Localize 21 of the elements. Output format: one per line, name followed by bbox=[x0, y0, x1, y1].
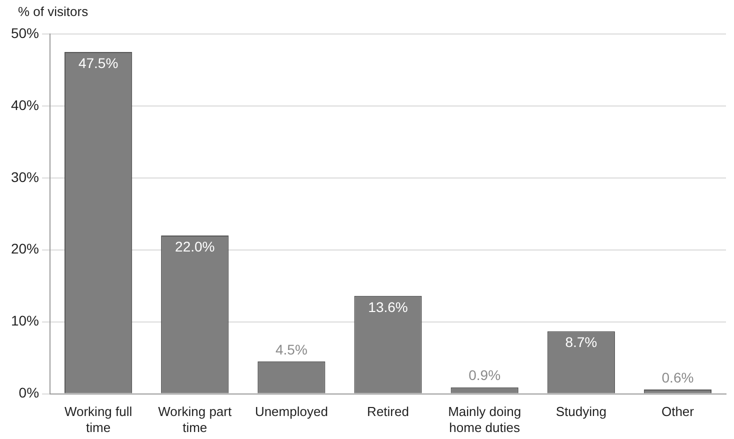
data-label: 0.6% bbox=[662, 369, 694, 386]
x-tick-label: Other bbox=[661, 404, 695, 420]
data-label: 13.6% bbox=[368, 298, 408, 315]
x-tick-label: Mainly doing home duties bbox=[448, 404, 522, 435]
data-label: 0.9% bbox=[468, 367, 501, 384]
x-tick-label: Studying bbox=[556, 404, 606, 420]
y-tick-label: 0% bbox=[18, 384, 40, 401]
x-tick-label: Retired bbox=[367, 404, 409, 420]
data-label: 47.5% bbox=[78, 54, 118, 71]
x-tick-label: Unemployed bbox=[254, 404, 328, 420]
y-tick-label: 20% bbox=[10, 240, 40, 257]
data-label: 8.7% bbox=[565, 334, 598, 350]
x-tick-label: Working part time bbox=[158, 404, 232, 435]
y-tick-label: 50% bbox=[10, 24, 40, 41]
x-tick-label: Working full time bbox=[64, 404, 132, 435]
y-tick-label: 40% bbox=[10, 96, 40, 113]
y-tick-label: 30% bbox=[10, 168, 40, 185]
y-tick-label: 10% bbox=[10, 312, 40, 329]
y-axis-title: % of visitors bbox=[18, 4, 89, 20]
data-label: 4.5% bbox=[275, 341, 308, 358]
data-label: 22.0% bbox=[175, 238, 215, 254]
